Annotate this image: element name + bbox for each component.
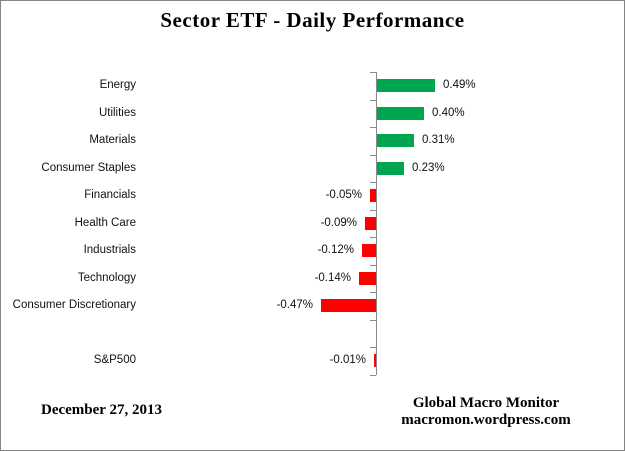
value-label: -0.01% [329,354,366,366]
negative-bar-s-p500 [374,354,376,367]
axis-tick [370,182,376,183]
category-label: Industrials [83,244,136,256]
value-label: -0.47% [276,299,313,311]
negative-bar-financials [370,189,376,202]
category-label: Energy [99,79,136,91]
positive-bar-consumer-staples [377,162,404,175]
negative-bar-consumer-discretionary [321,299,376,312]
negative-bar-industrials [362,244,376,257]
value-label: 0.49% [443,79,476,91]
category-label: Consumer Discretionary [12,299,136,311]
value-label: 0.23% [412,161,445,174]
axis-tick [370,127,376,128]
axis-tick [370,100,376,101]
value-label: 0.40% [432,106,465,119]
value-label: -0.05% [325,189,362,201]
positive-bar-energy [377,79,435,92]
positive-bar-utilities [377,107,424,120]
positive-bar-materials [377,134,414,147]
axis-tick [370,237,376,238]
axis-tick [370,155,376,156]
category-label: Consumer Staples [41,161,136,174]
axis-tick [370,320,376,321]
category-label: Technology [77,271,136,284]
negative-bar-technology [359,272,376,285]
source-attribution: Global Macro Monitor macromon.wordpress.… [386,395,586,429]
value-label: -0.14% [314,271,351,284]
category-label: S&P500 [93,354,136,366]
category-label: Utilities [98,106,136,119]
date-label: December 27, 2013 [41,402,162,418]
negative-bar-health-care [365,217,376,230]
value-label: -0.09% [320,216,357,229]
axis-tick [370,210,376,211]
value-label: -0.12% [317,244,354,256]
source-url: macromon.wordpress.com [401,412,571,428]
category-label: Health Care [74,216,136,229]
value-axis-line [376,72,377,375]
axis-tick [370,72,376,73]
value-label: 0.31% [422,134,455,146]
category-label: Financials [84,189,136,201]
source-name: Global Macro Monitor [412,395,560,411]
axis-tick [370,292,376,293]
axis-tick [370,347,376,348]
axis-tick [370,265,376,266]
axis-tick [370,375,376,376]
chart-title: Sector ETF - Daily Performance [160,8,465,32]
category-label: Materials [89,134,136,146]
